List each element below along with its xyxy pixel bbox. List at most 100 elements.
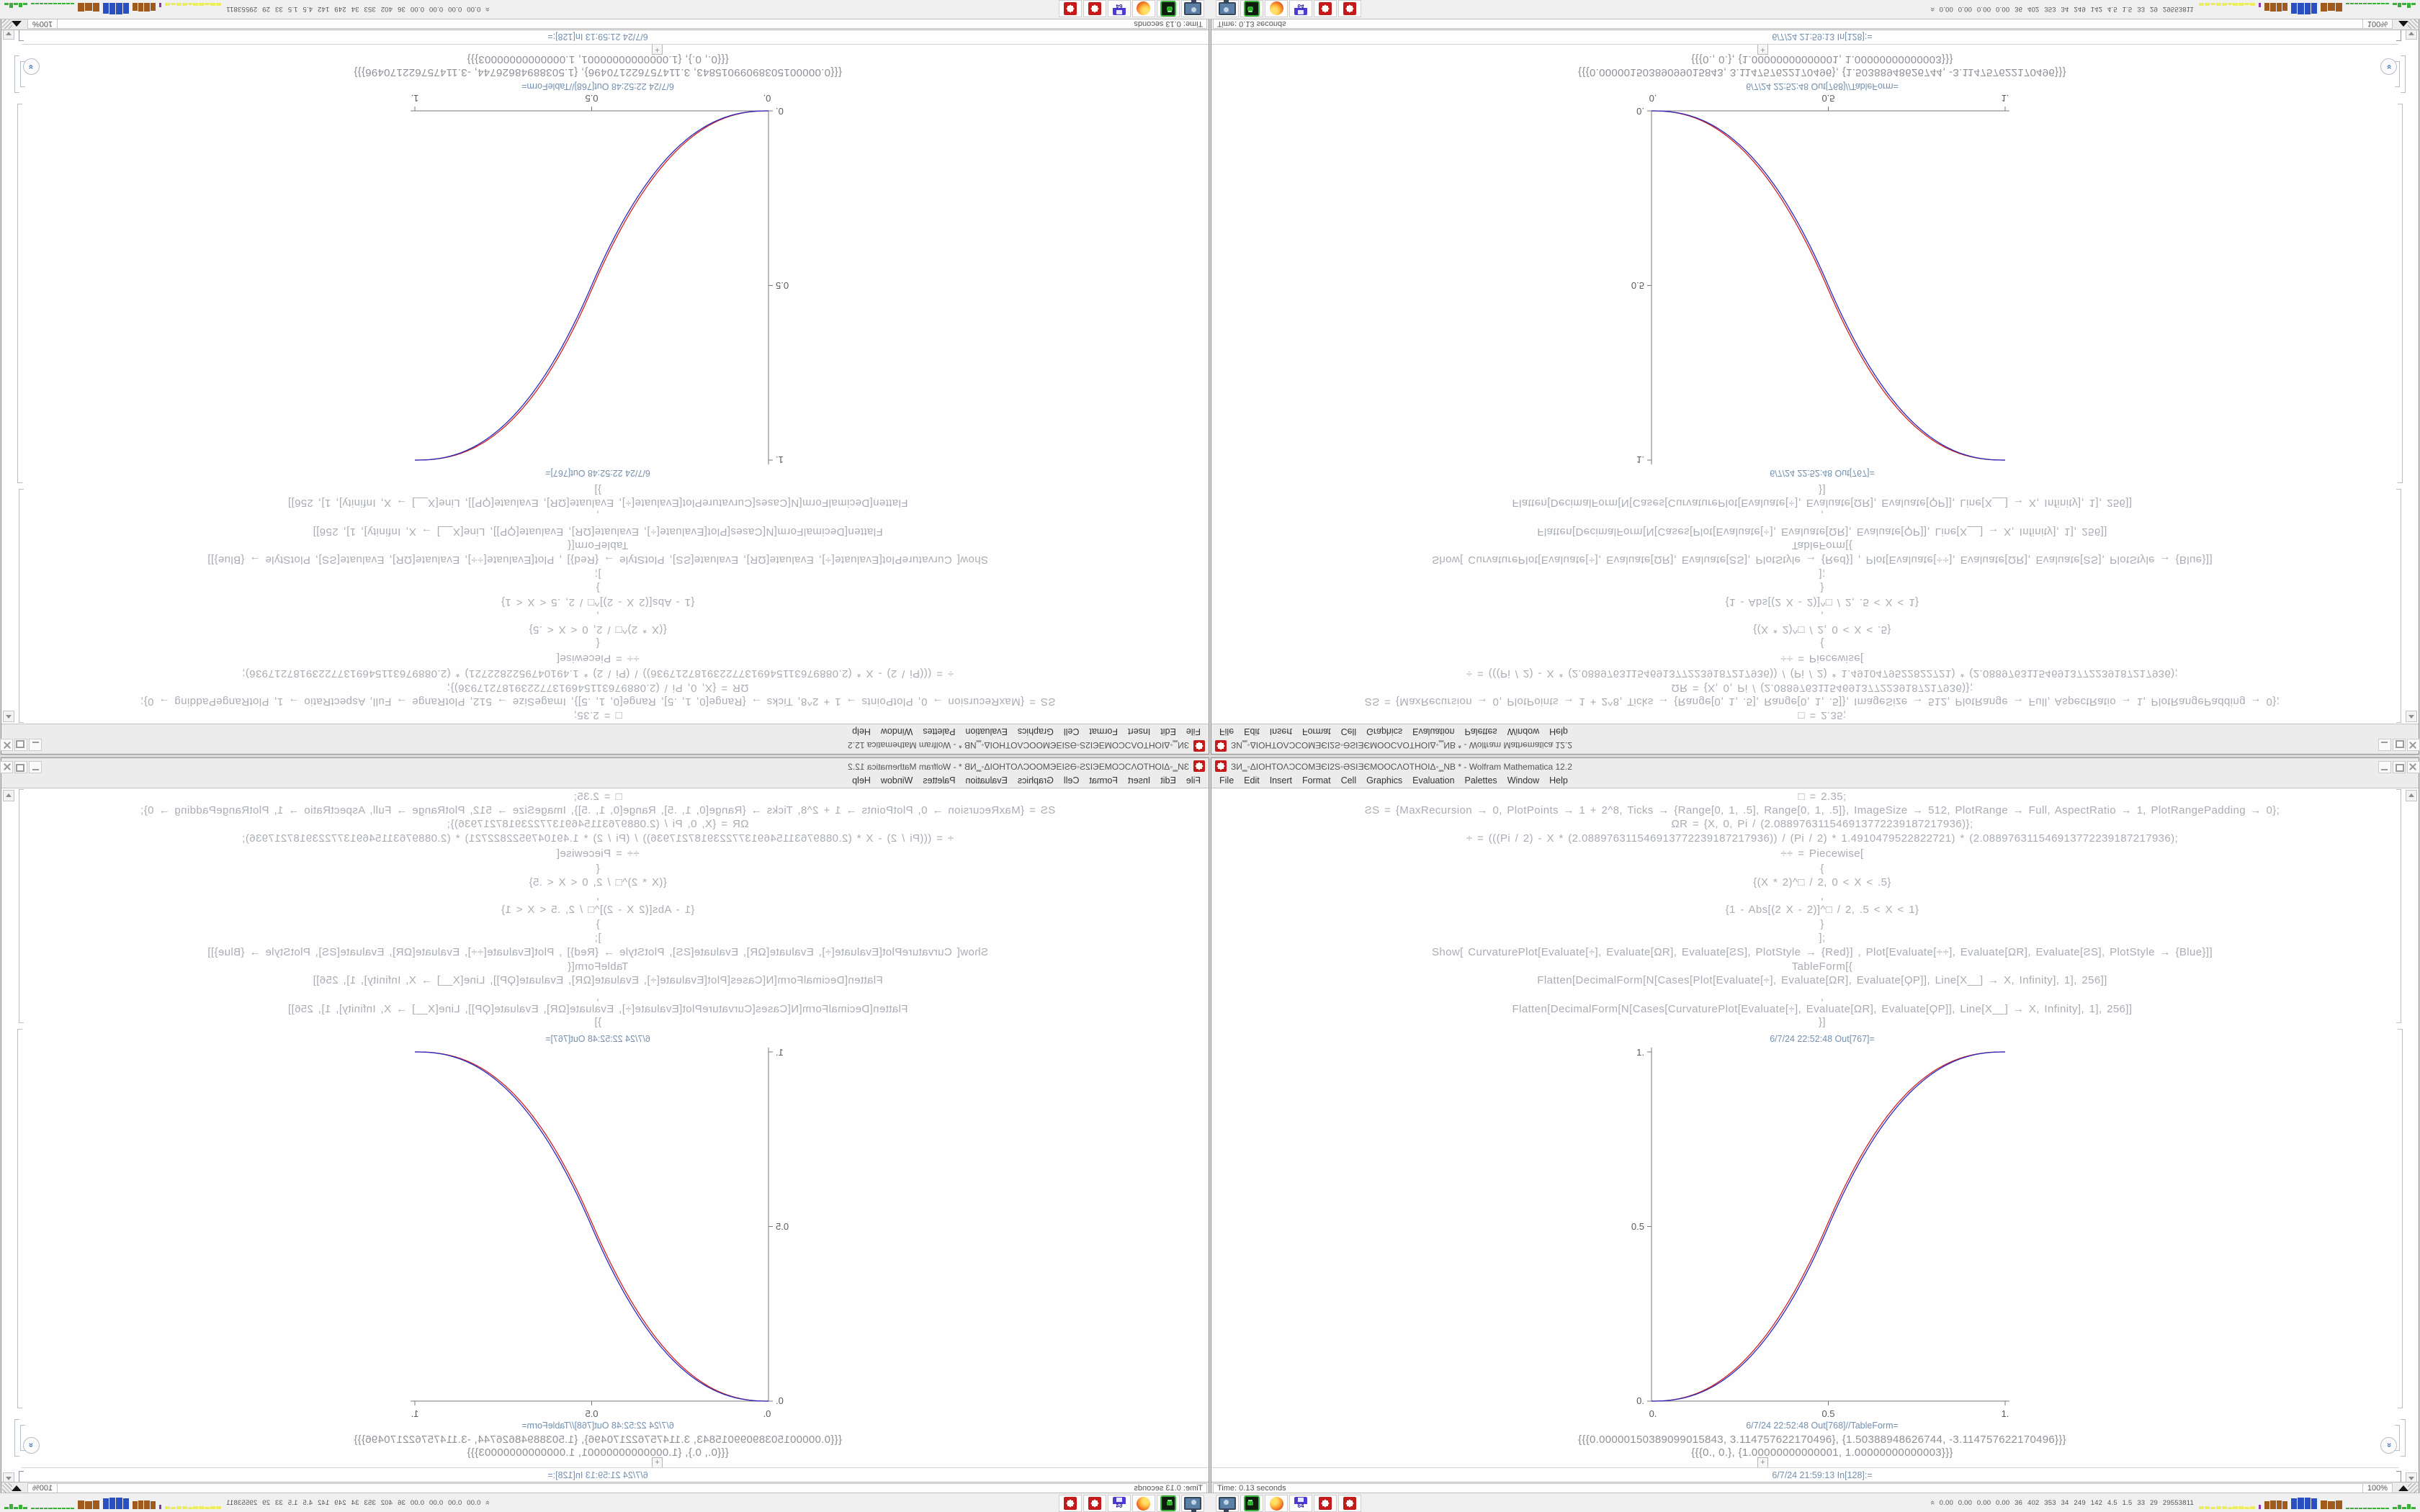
scroll-up-icon[interactable] xyxy=(2406,790,2417,801)
firefox-browser-icon[interactable] xyxy=(1265,1495,1288,1512)
code-line[interactable]: ÷ = (((Pi / 2) - X * (2.0889763115469137… xyxy=(241,832,954,845)
cell-bracket-table-outer[interactable] xyxy=(2401,1419,2406,1457)
mathematica-spikey-icon[interactable] xyxy=(1083,1495,1106,1512)
insert-cell-button[interactable]: + xyxy=(1757,44,1768,55)
display-settings-icon[interactable] xyxy=(1216,1495,1239,1512)
cell-bracket-inputs[interactable] xyxy=(2396,489,2401,723)
menu-evaluation[interactable]: Evaluation xyxy=(965,775,1008,786)
code-line[interactable]: Flatten[DecimalForm[N[Cases[Plot[Evaluat… xyxy=(1537,526,2107,538)
window-resize-grip[interactable] xyxy=(2,19,12,29)
notebook-content[interactable]: □ = 2.35; ƧS = {MaxRecursion → 0, PlotPoi… xyxy=(1,788,1209,1483)
menu-palettes[interactable]: Palettes xyxy=(1464,726,1497,737)
menu-edit[interactable]: Edit xyxy=(1244,775,1260,786)
code-line[interactable]: TableForm[{ xyxy=(567,539,629,552)
menu-window[interactable]: Window xyxy=(1507,775,1540,786)
menu-window[interactable]: Window xyxy=(880,775,913,786)
magnification-dropdown[interactable]: 100% xyxy=(27,19,58,29)
out-cell-label[interactable]: 6/7/24 22:52:48 Out[767]= xyxy=(1770,1034,1875,1044)
code-line[interactable]: ÷ = (((Pi / 2) - X * (2.0889763115469137… xyxy=(241,667,954,680)
code-line[interactable]: Flatten[DecimalForm[N[Cases[Plot[Evaluat… xyxy=(1537,974,2107,986)
code-line[interactable]: Flatten[DecimalForm[N[Cases[CurvaturePlo… xyxy=(1512,1003,2133,1015)
close-button[interactable] xyxy=(0,739,13,751)
code-line[interactable]: Show[ CurvaturePlot[Evaluate[÷], Evaluat… xyxy=(207,554,989,566)
code-line[interactable]: , xyxy=(1820,610,1824,622)
minimize-button[interactable] xyxy=(29,739,42,751)
menu-cell[interactable]: Cell xyxy=(1340,726,1357,737)
menu-evaluation[interactable]: Evaluation xyxy=(1412,726,1455,737)
menu-format[interactable]: Format xyxy=(1301,775,1331,786)
menu-file[interactable]: File xyxy=(1186,775,1201,786)
notebook-content[interactable]: □ = 2.35; ƧS = {MaxRecursion → 0, PlotPoi… xyxy=(1211,788,2419,1483)
firefox-browser-icon[interactable] xyxy=(1132,0,1155,17)
cell-insertion-line[interactable] xyxy=(1211,1467,2398,1468)
menu-palettes[interactable]: Palettes xyxy=(1464,775,1497,786)
code-line[interactable]: {1 - Abs[(2 X - 2)]^□ / 2, .5 < X < 1} xyxy=(501,904,695,916)
menu-format[interactable]: Format xyxy=(1089,775,1119,786)
floppy-64-app-icon[interactable]: 64 xyxy=(1289,0,1312,17)
cell-bracket-in[interactable] xyxy=(19,1471,24,1482)
cell-bracket-table-outer[interactable] xyxy=(2401,55,2406,93)
code-line[interactable]: { xyxy=(1820,637,1824,649)
cell-bracket-plot[interactable] xyxy=(2398,1029,2403,1408)
code-line[interactable]: } xyxy=(1820,582,1824,594)
system-tray[interactable]: « 0.00 0.00 0.00 0.00 36 402 353 34 249 … xyxy=(1928,1495,2416,1511)
code-line[interactable]: {(X * 2)^□ / 2, 0 < X < .5} xyxy=(529,624,667,636)
menu-help[interactable]: Help xyxy=(1549,775,1568,786)
code-line[interactable]: , xyxy=(596,890,600,902)
window-titlebar[interactable]: ЗИ‗◦ΔIOHTOΛƆCOMƎЄI2S◦ƏSIƎЄMOOCΛOTHOIΔ◦‗N… xyxy=(0,758,1209,774)
menu-format[interactable]: Format xyxy=(1089,726,1119,737)
floppy-64-app-icon[interactable]: 64 xyxy=(1108,0,1131,17)
cell-insertion-line[interactable] xyxy=(22,44,1209,45)
mathematica-spikey-icon-2[interactable] xyxy=(1059,1495,1082,1512)
code-line[interactable]: {(X * 2)^□ / 2, 0 < X < .5} xyxy=(529,876,667,888)
code-line[interactable]: Flatten[DecimalForm[N[Cases[CurvaturePlo… xyxy=(1512,497,2133,509)
code-line[interactable]: ÷ = (((Pi / 2) - X * (2.0889763115469137… xyxy=(1466,832,2179,845)
code-line[interactable]: TableForm[{ xyxy=(1791,960,1853,973)
code-line[interactable]: {1 - Abs[(2 X - 2)]^□ / 2, .5 < X < 1} xyxy=(1725,904,1919,916)
menu-insert[interactable]: Insert xyxy=(1128,726,1151,737)
code-line[interactable]: ÷÷ = Piecewise[ xyxy=(556,652,640,665)
code-line[interactable]: } xyxy=(596,918,600,930)
code-line[interactable]: □ = 2.35; xyxy=(1798,709,1847,721)
jump-to-end-icon[interactable]: « xyxy=(23,1437,40,1454)
magnification-dropdown[interactable]: 100% xyxy=(2362,19,2393,29)
menu-edit[interactable]: Edit xyxy=(1160,775,1176,786)
code-line[interactable]: , xyxy=(1820,509,1824,521)
code-line[interactable]: ƧS = {MaxRecursion → 0, PlotPoints → 1 +… xyxy=(140,696,1056,708)
green-drive-app-icon[interactable] xyxy=(1240,1495,1263,1512)
system-tray[interactable]: « 0.00 0.00 0.00 0.00 36 402 353 34 249 … xyxy=(1928,1,2416,17)
code-line[interactable]: {(X * 2)^□ / 2, 0 < X < .5} xyxy=(1753,624,1891,636)
code-line[interactable]: ƧS = {MaxRecursion → 0, PlotPoints → 1 +… xyxy=(1364,804,2280,816)
insert-cell-button[interactable]: + xyxy=(652,44,663,55)
mathematica-spikey-icon-2[interactable] xyxy=(1059,0,1082,17)
code-line[interactable]: } xyxy=(1820,918,1824,930)
menu-window[interactable]: Window xyxy=(1507,726,1540,737)
code-line[interactable]: ΩR = {X, 0, Pi / (2.08897631154691377223… xyxy=(447,818,749,830)
close-button[interactable] xyxy=(0,761,13,773)
maximize-button[interactable] xyxy=(2393,761,2406,773)
code-line[interactable]: ƧS = {MaxRecursion → 0, PlotPoints → 1 +… xyxy=(140,804,1056,816)
insert-cell-button[interactable]: + xyxy=(652,1457,663,1468)
mathematica-spikey-icon[interactable] xyxy=(1314,1495,1337,1512)
green-drive-app-icon[interactable] xyxy=(1157,1495,1180,1512)
minimize-button[interactable] xyxy=(2378,761,2391,773)
code-line[interactable]: ]; xyxy=(594,568,601,580)
floppy-64-app-icon[interactable]: 64 xyxy=(1289,1495,1312,1512)
cell-bracket-inputs[interactable] xyxy=(19,489,24,723)
code-line[interactable]: ÷÷ = Piecewise[ xyxy=(556,847,640,860)
menu-cell[interactable]: Cell xyxy=(1063,726,1080,737)
cell-bracket-inputs[interactable] xyxy=(2396,789,2401,1023)
cell-insertion-line[interactable] xyxy=(22,1467,1209,1468)
cell-bracket-table-outer[interactable] xyxy=(14,1419,19,1457)
code-line[interactable]: , xyxy=(596,610,600,622)
window-titlebar[interactable]: ЗИ‗◦ΔIOHTOΛƆCOMƎЄI2S◦ƏSIƎЄMOOCΛOTHOIΔ◦‗N… xyxy=(1211,758,2420,774)
green-drive-app-icon[interactable] xyxy=(1157,0,1180,17)
code-line[interactable]: Flatten[DecimalForm[N[Cases[CurvaturePlo… xyxy=(287,497,908,509)
scroll-up-icon[interactable] xyxy=(3,711,14,722)
menu-format[interactable]: Format xyxy=(1301,726,1331,737)
menu-help[interactable]: Help xyxy=(852,726,871,737)
code-line[interactable]: { xyxy=(596,863,600,875)
menu-help[interactable]: Help xyxy=(852,775,871,786)
menu-graphics[interactable]: Graphics xyxy=(1366,775,1403,786)
scroll-down-icon[interactable] xyxy=(2406,1472,2417,1483)
